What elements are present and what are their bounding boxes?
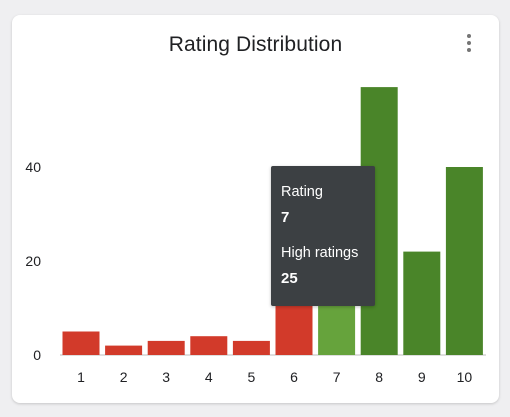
tooltip-category-value: 7	[281, 209, 290, 226]
x-tick-label: 10	[457, 369, 473, 385]
x-tick-label: 7	[333, 369, 341, 385]
bar-rating-1[interactable]	[62, 331, 100, 356]
x-tick-label: 6	[290, 369, 298, 385]
x-tick-label: 4	[205, 369, 213, 385]
tooltip-series-label: High ratings	[281, 245, 359, 261]
bar-rating-5[interactable]	[232, 340, 270, 355]
bar-rating-9[interactable]	[403, 251, 441, 355]
bar-rating-10[interactable]	[445, 167, 483, 355]
bar-rating-6[interactable]	[275, 298, 313, 355]
tooltip-series-value: 25	[281, 270, 298, 287]
x-tick-label: 2	[120, 369, 128, 385]
x-tick-label: 5	[248, 369, 256, 385]
bar-rating-3[interactable]	[147, 340, 185, 355]
y-tick-label: 20	[25, 253, 41, 269]
bar-rating-2[interactable]	[105, 345, 143, 355]
x-tick-label: 9	[418, 369, 426, 385]
bar-rating-4[interactable]	[190, 336, 228, 355]
chart-title: Rating Distribution	[168, 33, 343, 56]
more-vert-icon[interactable]	[462, 33, 476, 53]
chart-tooltip: Rating 7 High ratings 25	[271, 166, 375, 306]
x-tick-label: 1	[77, 369, 85, 385]
x-ticks: 1 2 3 4 5 6 7 8 9 10	[77, 369, 472, 385]
y-ticks: 0 20 40	[25, 159, 41, 363]
x-tick-label: 3	[162, 369, 170, 385]
y-tick-label: 0	[33, 347, 41, 363]
y-tick-label: 40	[25, 159, 41, 175]
tooltip-category-label: Rating	[281, 184, 323, 200]
x-tick-label: 8	[375, 369, 383, 385]
